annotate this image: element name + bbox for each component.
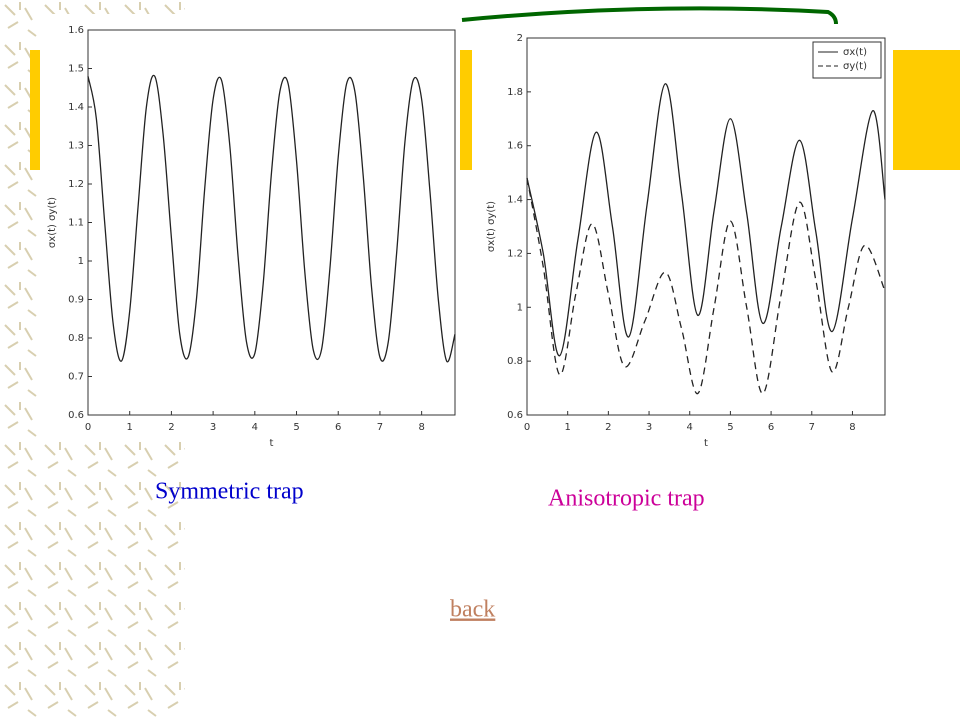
x-tick-label: 5 bbox=[727, 422, 733, 433]
caption: Symmetric trap bbox=[155, 479, 304, 505]
legend-label: σx(t) bbox=[843, 47, 867, 58]
x-tick-label: 8 bbox=[849, 422, 855, 433]
x-tick-label: 7 bbox=[809, 422, 815, 433]
line-series bbox=[526, 177, 886, 395]
x-tick-label: 2 bbox=[605, 422, 611, 433]
y-tick-label: 1.6 bbox=[68, 25, 84, 36]
y-tick-label: 1.1 bbox=[68, 218, 84, 229]
x-tick-label: 0 bbox=[524, 422, 530, 433]
y-axis-label: σx(t) σy(t) bbox=[486, 201, 497, 252]
y-tick-label: 1.4 bbox=[507, 195, 523, 206]
x-tick-label: 2 bbox=[168, 422, 174, 433]
caption: Anisotropic trap bbox=[548, 486, 705, 512]
legend-label: σy(t) bbox=[843, 61, 867, 72]
y-tick-label: 0.9 bbox=[68, 295, 84, 306]
y-tick-label: 1.4 bbox=[68, 102, 84, 113]
decor-arc bbox=[461, 6, 838, 25]
y-tick-label: 0.8 bbox=[507, 356, 523, 367]
x-tick-label: 4 bbox=[687, 422, 693, 433]
y-tick-label: 1 bbox=[78, 256, 84, 267]
x-tick-label: 1 bbox=[564, 422, 570, 433]
chart-panel bbox=[40, 14, 460, 442]
x-tick-label: 1 bbox=[127, 422, 133, 433]
y-tick-label: 2 bbox=[517, 33, 523, 44]
legend-box bbox=[812, 41, 882, 79]
y-tick-label: 0.8 bbox=[68, 333, 84, 344]
y-tick-label: 1.5 bbox=[68, 64, 84, 75]
y-tick-label: 1 bbox=[517, 302, 523, 313]
x-tick-label: 5 bbox=[293, 422, 299, 433]
line-series bbox=[87, 74, 456, 363]
y-tick-label: 1.2 bbox=[507, 248, 523, 259]
x-tick-label: 3 bbox=[646, 422, 652, 433]
line-series bbox=[526, 83, 886, 357]
x-tick-label: 0 bbox=[85, 422, 91, 433]
y-tick-label: 0.6 bbox=[507, 410, 523, 421]
x-tick-label: 7 bbox=[377, 422, 383, 433]
x-tick-label: 4 bbox=[252, 422, 258, 433]
x-tick-label: 3 bbox=[210, 422, 216, 433]
y-tick-label: 1.2 bbox=[68, 179, 84, 190]
y-tick-label: 1.3 bbox=[68, 141, 84, 152]
y-tick-label: 0.7 bbox=[68, 372, 84, 383]
x-tick-label: 6 bbox=[768, 422, 774, 433]
x-axis-label: t bbox=[704, 438, 708, 449]
decor-bar bbox=[893, 50, 960, 170]
x-tick-label: 6 bbox=[335, 422, 341, 433]
chart-panel bbox=[472, 28, 892, 452]
back-link[interactable]: back bbox=[450, 597, 495, 623]
x-tick-label: 8 bbox=[418, 422, 424, 433]
y-tick-label: 1.6 bbox=[507, 141, 523, 152]
y-tick-label: 0.6 bbox=[68, 410, 84, 421]
y-tick-label: 1.8 bbox=[507, 87, 523, 98]
x-axis-label: t bbox=[270, 438, 274, 449]
plot-frame bbox=[526, 37, 886, 416]
decor-bar bbox=[460, 50, 474, 170]
y-axis-label: σx(t) σy(t) bbox=[47, 197, 58, 248]
